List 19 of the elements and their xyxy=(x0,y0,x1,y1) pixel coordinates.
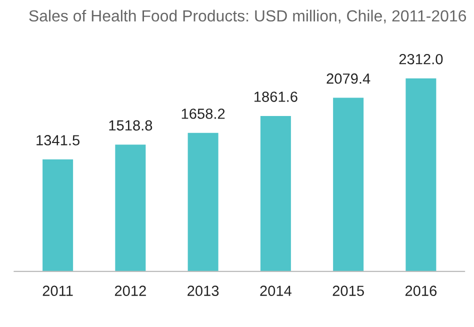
chart-title: Sales of Health Food Products: USD million, Chile, 2011-2016 xyxy=(29,10,466,24)
x-tick-label: 2014 xyxy=(260,286,292,296)
x-tick-label: 2013 xyxy=(188,286,219,296)
bar xyxy=(115,144,146,272)
x-tick-label: 2011 xyxy=(42,286,73,296)
bar xyxy=(260,116,291,272)
data-label: 2312.0 xyxy=(399,54,443,64)
x-tick-label: 2015 xyxy=(332,286,364,296)
bar xyxy=(188,132,218,272)
bar xyxy=(406,78,436,272)
data-label: 1518.8 xyxy=(109,120,152,131)
data-label: 1341.5 xyxy=(36,135,80,146)
data-label: 1861.6 xyxy=(254,92,298,102)
bar xyxy=(333,98,364,272)
x-tick-label: 2016 xyxy=(405,286,437,296)
data-label: 2079.4 xyxy=(326,73,370,84)
x-tick-label: 2012 xyxy=(114,286,146,296)
data-label: 1658.2 xyxy=(182,108,225,119)
bar xyxy=(42,159,74,272)
